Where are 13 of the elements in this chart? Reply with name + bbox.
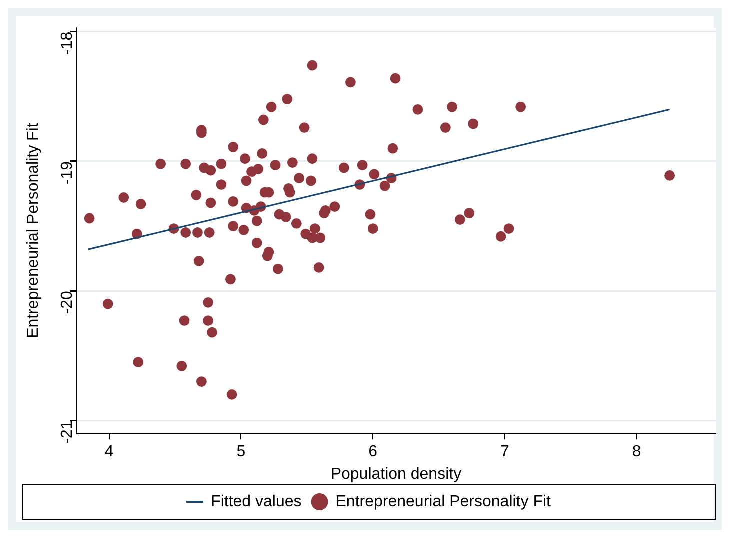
y-tick-label: -20	[58, 290, 76, 314]
x-tick-label: 7	[500, 444, 510, 461]
y-axis-title: Entrepreneurial Personality Fit	[25, 122, 42, 338]
y-tick-label: -18	[58, 32, 76, 56]
x-tick-label: 4	[104, 444, 114, 461]
x-tick-label: 8	[632, 444, 642, 461]
x-tick-label: 5	[236, 444, 246, 461]
x-tick-label: 6	[368, 444, 378, 461]
legend-label: Entrepreneurial Personality Fit	[336, 493, 552, 510]
y-tick-label: -19	[58, 161, 76, 185]
y-tick-label: -21	[58, 420, 76, 444]
legend-label: Fitted values	[211, 493, 302, 510]
x-axis-title: Population density	[330, 466, 462, 483]
